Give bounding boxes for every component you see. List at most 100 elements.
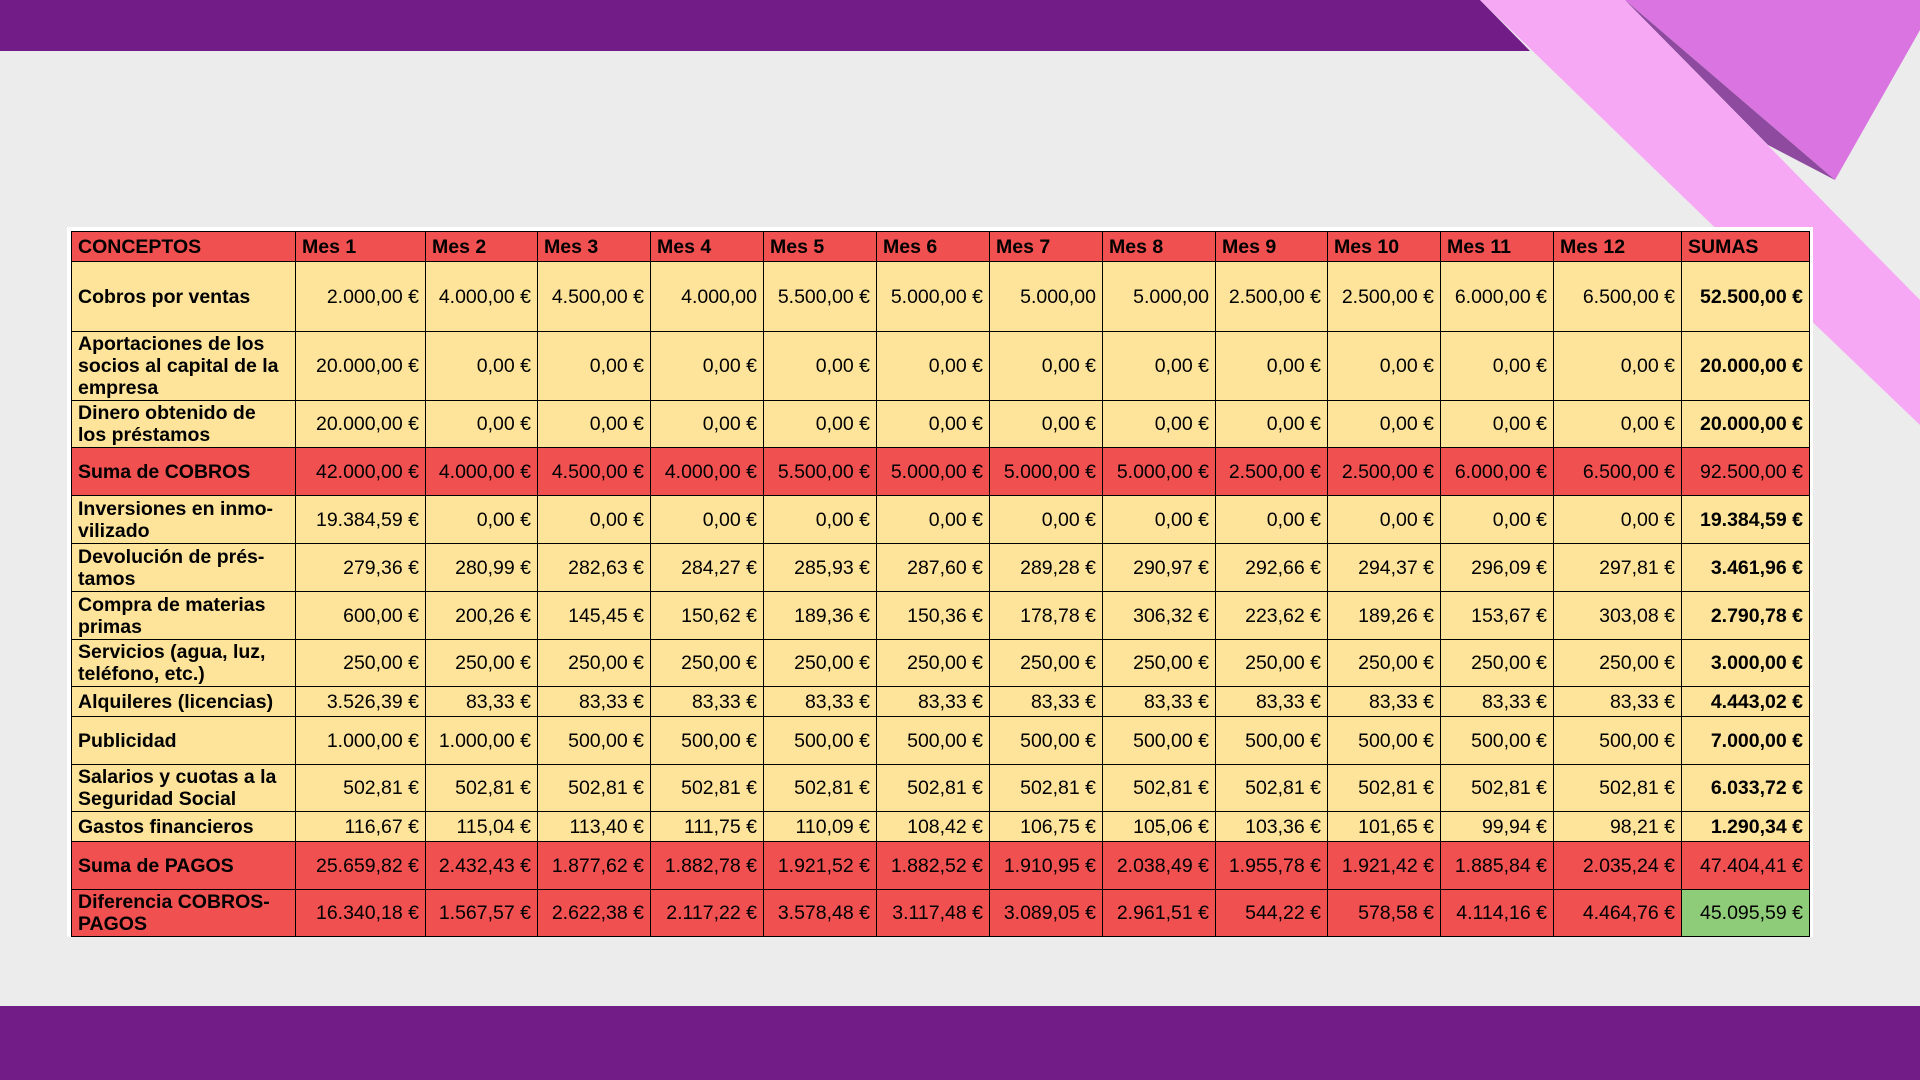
month-value-cell: 250,00 € bbox=[1327, 639, 1441, 687]
column-header-month: Mes 3 bbox=[537, 231, 651, 262]
month-value-cell: 502,81 € bbox=[537, 764, 651, 812]
month-value-cell: 0,00 € bbox=[1215, 495, 1328, 544]
month-value-cell: 1.000,00 € bbox=[425, 716, 538, 765]
month-value-cell: 0,00 € bbox=[1327, 495, 1441, 544]
month-value-cell: 1.882,78 € bbox=[650, 841, 764, 890]
month-value-cell: 0,00 € bbox=[650, 400, 764, 448]
month-value-cell: 1.885,84 € bbox=[1440, 841, 1554, 890]
month-value-cell: 544,22 € bbox=[1215, 889, 1328, 937]
month-value-cell: 600,00 € bbox=[295, 591, 426, 640]
month-value-cell: 0,00 € bbox=[650, 331, 764, 401]
month-value-cell: 2.500,00 € bbox=[1215, 261, 1328, 332]
month-value-cell: 20.000,00 € bbox=[295, 331, 426, 401]
month-value-cell: 153,67 € bbox=[1440, 591, 1554, 640]
month-value-cell: 145,45 € bbox=[537, 591, 651, 640]
month-value-cell: 115,04 € bbox=[425, 811, 538, 842]
month-value-cell: 83,33 € bbox=[1553, 686, 1682, 717]
sum-cell: 3.461,96 € bbox=[1681, 543, 1810, 592]
month-value-cell: 4.000,00 bbox=[650, 261, 764, 332]
month-value-cell: 1.910,95 € bbox=[989, 841, 1103, 890]
month-value-cell: 16.340,18 € bbox=[295, 889, 426, 937]
month-value-cell: 0,00 € bbox=[1553, 331, 1682, 401]
month-value-cell: 83,33 € bbox=[763, 686, 877, 717]
month-value-cell: 83,33 € bbox=[425, 686, 538, 717]
month-value-cell: 1.921,42 € bbox=[1327, 841, 1441, 890]
concept-cell: Compra de materias primas bbox=[71, 591, 296, 640]
month-value-cell: 105,06 € bbox=[1102, 811, 1216, 842]
sum-cell: 20.000,00 € bbox=[1681, 400, 1810, 448]
month-value-cell: 500,00 € bbox=[763, 716, 877, 765]
month-value-cell: 2.035,24 € bbox=[1553, 841, 1682, 890]
concept-cell: Dinero obtenido de los préstamos bbox=[71, 400, 296, 448]
month-value-cell: 1.955,78 € bbox=[1215, 841, 1328, 890]
month-value-cell: 1.882,52 € bbox=[876, 841, 990, 890]
month-value-cell: 502,81 € bbox=[1327, 764, 1441, 812]
sum-cell: 47.404,41 € bbox=[1681, 841, 1810, 890]
month-value-cell: 500,00 € bbox=[1215, 716, 1328, 765]
month-value-cell: 1.567,57 € bbox=[425, 889, 538, 937]
month-value-cell: 500,00 € bbox=[1553, 716, 1682, 765]
month-value-cell: 2.961,51 € bbox=[1102, 889, 1216, 937]
month-value-cell: 113,40 € bbox=[537, 811, 651, 842]
concept-cell: Suma de COBROS bbox=[71, 447, 296, 496]
month-value-cell: 500,00 € bbox=[1102, 716, 1216, 765]
month-value-cell: 0,00 € bbox=[1440, 495, 1554, 544]
month-value-cell: 223,62 € bbox=[1215, 591, 1328, 640]
month-value-cell: 296,09 € bbox=[1440, 543, 1554, 592]
month-value-cell: 0,00 € bbox=[763, 495, 877, 544]
month-value-cell: 250,00 € bbox=[295, 639, 426, 687]
month-value-cell: 578,58 € bbox=[1327, 889, 1441, 937]
sum-cell: 45.095,59 € bbox=[1681, 889, 1810, 937]
column-header-sums: SUMAS bbox=[1681, 231, 1810, 262]
month-value-cell: 290,97 € bbox=[1102, 543, 1216, 592]
month-value-cell: 0,00 € bbox=[537, 331, 651, 401]
month-value-cell: 284,27 € bbox=[650, 543, 764, 592]
month-value-cell: 502,81 € bbox=[295, 764, 426, 812]
table-row: Cobros por ventas 2.000,00 €4.000,00 €4.5… bbox=[71, 261, 1810, 332]
concept-cell: Cobros por ventas bbox=[71, 261, 296, 332]
month-value-cell: 0,00 € bbox=[1215, 331, 1328, 401]
month-value-cell: 6.500,00 € bbox=[1553, 261, 1682, 332]
bottom-banner-bar bbox=[0, 1006, 1920, 1080]
sum-cell: 6.033,72 € bbox=[1681, 764, 1810, 812]
month-value-cell: 5.000,00 € bbox=[876, 261, 990, 332]
sum-cell: 20.000,00 € bbox=[1681, 331, 1810, 401]
month-value-cell: 0,00 € bbox=[1102, 400, 1216, 448]
month-value-cell: 99,94 € bbox=[1440, 811, 1554, 842]
month-value-cell: 250,00 € bbox=[650, 639, 764, 687]
month-value-cell: 502,81 € bbox=[989, 764, 1103, 812]
month-value-cell: 250,00 € bbox=[763, 639, 877, 687]
month-value-cell: 200,26 € bbox=[425, 591, 538, 640]
sum-cell: 3.000,00 € bbox=[1681, 639, 1810, 687]
month-value-cell: 103,36 € bbox=[1215, 811, 1328, 842]
column-header-month: Mes 11 bbox=[1440, 231, 1554, 262]
concept-cell: Aportaciones de los socios al capital de… bbox=[71, 331, 296, 401]
month-value-cell: 108,42 € bbox=[876, 811, 990, 842]
month-value-cell: 4.114,16 € bbox=[1440, 889, 1554, 937]
month-value-cell: 250,00 € bbox=[989, 639, 1103, 687]
month-value-cell: 83,33 € bbox=[650, 686, 764, 717]
month-value-cell: 0,00 € bbox=[425, 331, 538, 401]
month-value-cell: 83,33 € bbox=[989, 686, 1103, 717]
month-value-cell: 4.000,00 € bbox=[650, 447, 764, 496]
month-value-cell: 3.578,48 € bbox=[763, 889, 877, 937]
month-value-cell: 303,08 € bbox=[1553, 591, 1682, 640]
month-value-cell: 150,62 € bbox=[650, 591, 764, 640]
sum-cell: 2.790,78 € bbox=[1681, 591, 1810, 640]
month-value-cell: 297,81 € bbox=[1553, 543, 1682, 592]
month-value-cell: 0,00 € bbox=[537, 495, 651, 544]
month-value-cell: 0,00 € bbox=[650, 495, 764, 544]
month-value-cell: 250,00 € bbox=[1440, 639, 1554, 687]
column-header-concepts: CONCEPTOS bbox=[71, 231, 296, 262]
concept-cell: Inversiones en inmo-vilizado bbox=[71, 495, 296, 544]
column-header-month: Mes 2 bbox=[425, 231, 538, 262]
month-value-cell: 502,81 € bbox=[1215, 764, 1328, 812]
month-value-cell: 2.117,22 € bbox=[650, 889, 764, 937]
table-row: Salarios y cuotas a la Seguridad Social 5… bbox=[71, 764, 1810, 812]
table-row: Dinero obtenido de los préstamos 20.000,0… bbox=[71, 400, 1810, 448]
concept-cell: Diferencia COBROS-PAGOS bbox=[71, 889, 296, 937]
month-value-cell: 500,00 € bbox=[989, 716, 1103, 765]
month-value-cell: 0,00 € bbox=[989, 331, 1103, 401]
month-value-cell: 0,00 € bbox=[763, 331, 877, 401]
